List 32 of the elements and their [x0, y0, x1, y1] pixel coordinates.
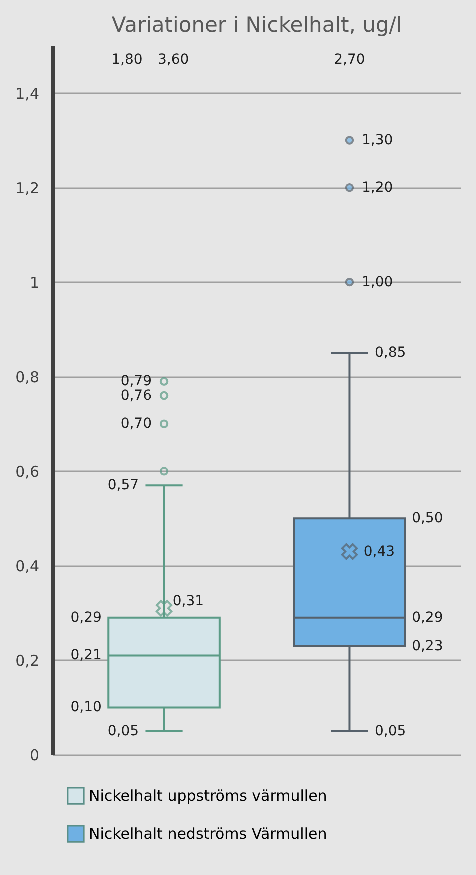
- annotation: 1,80: [112, 52, 143, 68]
- annotation: 0,29: [70, 610, 102, 626]
- annotation: 0,29: [412, 610, 444, 626]
- annotation: 0,31: [172, 593, 204, 610]
- annotation: 0,85: [374, 345, 406, 362]
- annotation: 0,10: [70, 700, 102, 716]
- legend-label: Nickelhalt uppströms värmullen: [89, 787, 328, 805]
- annotation: 0,05: [108, 723, 140, 740]
- y-tick-label: 0,4: [16, 557, 40, 576]
- y-tick-label: 1: [30, 274, 40, 292]
- annotation: 2,70: [334, 52, 366, 68]
- annotation: 0,05: [374, 723, 406, 740]
- annotation: 0,50: [412, 510, 444, 527]
- annotation: 3,60: [158, 52, 190, 68]
- annotation: 0,21: [70, 648, 102, 664]
- annotation: 1,20: [362, 180, 394, 196]
- legend-label: Nickelhalt nedströms Värmullen: [89, 825, 328, 843]
- y-tick-label: 0,2: [16, 652, 40, 670]
- y-tick-label: 0,6: [16, 462, 40, 481]
- y-tick-label: 1,4: [16, 84, 40, 103]
- annotation: 0,43: [364, 544, 396, 560]
- annotation: 0,57: [108, 478, 140, 494]
- annotation: 1,00: [362, 274, 394, 290]
- annotation: 1,30: [362, 132, 394, 149]
- annotation: 0,79: [120, 374, 152, 390]
- y-tick-label: 1,2: [16, 179, 40, 198]
- annotation: 0,23: [412, 638, 444, 654]
- annotation: 0,70: [120, 416, 152, 432]
- annotation: 0,76: [120, 388, 152, 404]
- chart-title: Variationer i Nickelhalt, ug/l: [112, 13, 402, 37]
- y-tick-label: 0,8: [16, 368, 40, 386]
- y-tick-label: 0: [30, 746, 40, 764]
